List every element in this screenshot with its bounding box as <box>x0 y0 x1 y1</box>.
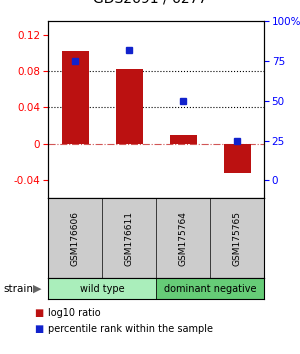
Text: wild type: wild type <box>80 284 124 293</box>
Text: GSM175765: GSM175765 <box>232 211 242 266</box>
Text: percentile rank within the sample: percentile rank within the sample <box>48 324 213 333</box>
Bar <box>156 278 264 299</box>
Text: GSM176611: GSM176611 <box>124 211 134 266</box>
Bar <box>116 69 142 144</box>
Text: ■: ■ <box>34 308 43 318</box>
Text: strain: strain <box>3 284 33 293</box>
Text: ■: ■ <box>34 324 43 333</box>
Bar <box>48 278 156 299</box>
Text: log10 ratio: log10 ratio <box>48 308 100 318</box>
Text: GSM176606: GSM176606 <box>70 211 80 266</box>
Text: GDS2691 / 6277: GDS2691 / 6277 <box>93 0 207 5</box>
Bar <box>169 135 196 144</box>
Text: GSM175764: GSM175764 <box>178 211 188 266</box>
Bar <box>61 51 88 144</box>
Text: ▶: ▶ <box>33 284 42 293</box>
Text: dominant negative: dominant negative <box>164 284 256 293</box>
Bar <box>224 144 250 173</box>
